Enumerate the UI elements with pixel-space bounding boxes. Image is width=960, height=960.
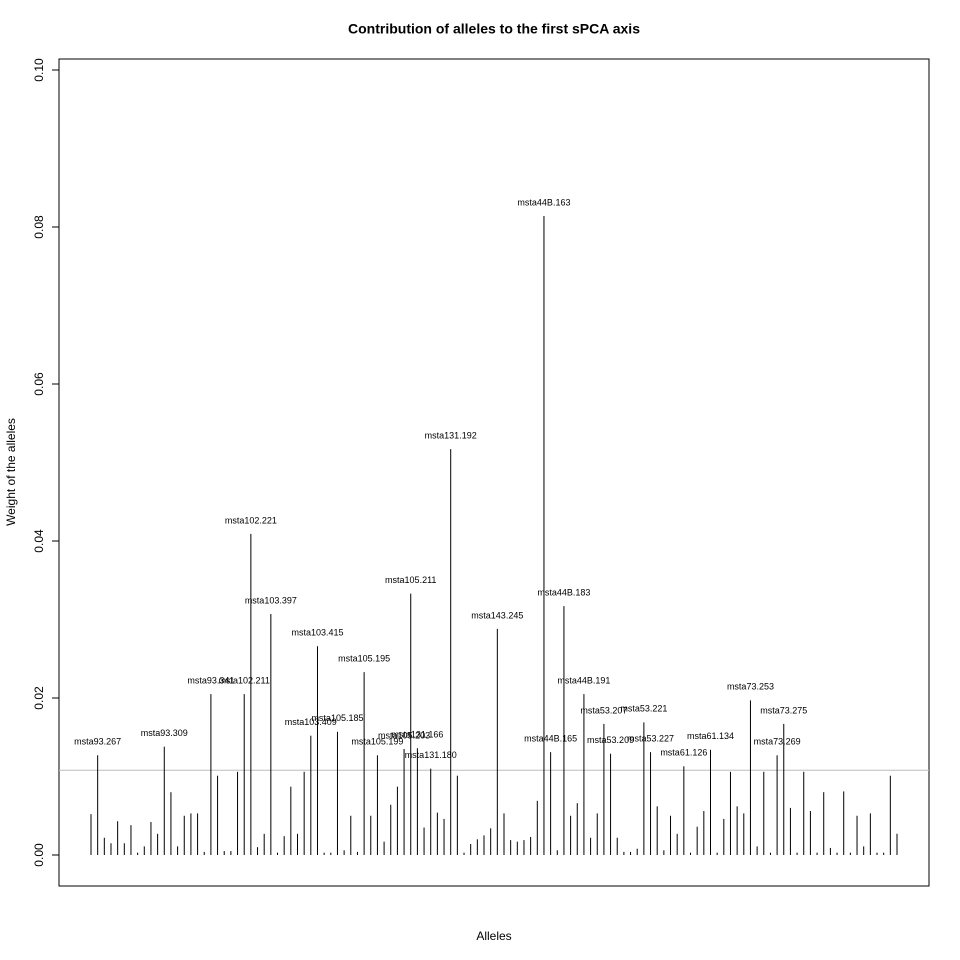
y-tick-label: 0.06	[32, 372, 46, 396]
allele-label: msta44B.191	[557, 675, 610, 685]
y-tick-label: 0.04	[32, 529, 46, 553]
allele-label: msta103.397	[245, 595, 297, 605]
y-tick-label: 0.02	[32, 686, 46, 710]
allele-label: msta44B.165	[524, 734, 577, 744]
y-tick-label: 0.00	[32, 843, 46, 867]
allele-label: msta73.253	[727, 682, 774, 692]
allele-label: msta93.309	[141, 728, 188, 738]
allele-label: msta53.209	[587, 735, 634, 745]
allele-label: msta44B.163	[517, 197, 570, 207]
y-tick-label: 0.08	[32, 215, 46, 239]
chart-title: Contribution of alleles to the first sPC…	[348, 21, 640, 37]
allele-label: msta53.227	[627, 734, 674, 744]
allele-label: msta61.126	[660, 748, 707, 758]
allele-label: msta105.211	[385, 575, 436, 585]
plot-frame	[58, 58, 930, 887]
y-tick-label: 0.10	[32, 58, 46, 82]
allele-label: msta102.221	[225, 515, 277, 525]
allele-label: msta102.211	[219, 675, 270, 685]
allele-label: msta131.180	[405, 750, 457, 760]
allele-label: msta105.185	[311, 713, 363, 723]
allele-label: msta131.192	[425, 431, 477, 441]
allele-label: msta61.134	[687, 731, 734, 741]
allele-label: msta93.267	[74, 737, 121, 747]
allele-label: msta103.409	[285, 717, 337, 727]
allele-label: msta105.203	[378, 730, 430, 740]
allele-label: msta73.275	[760, 705, 807, 715]
y-axis-label: Weight of the alleles	[4, 418, 18, 526]
allele-label: msta105.199	[351, 737, 403, 747]
x-axis-label: Alleles	[476, 929, 511, 943]
allele-label: msta53.207	[580, 705, 627, 715]
allele-label: msta103.415	[291, 628, 343, 638]
allele-label: msta105.195	[338, 653, 390, 663]
allele-label: msta44B.183	[537, 588, 590, 598]
allele-label: msta73.269	[754, 737, 801, 747]
allele-label: msta53.221	[620, 704, 667, 714]
allele-label: msta93.341	[187, 675, 234, 685]
allele-label: msta143.245	[471, 610, 523, 620]
allele-label: msta131.166	[391, 730, 443, 740]
